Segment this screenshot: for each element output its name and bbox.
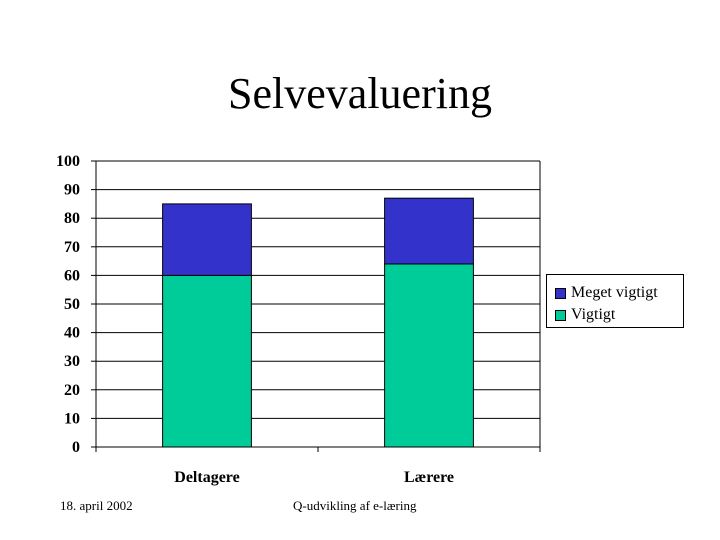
y-tick-label-90: 90 xyxy=(64,182,80,199)
legend-item-meget-vigtigt: Meget vigtigt xyxy=(555,283,658,303)
chart-legend: Meget vigtigt Vigtigt xyxy=(546,274,684,328)
y-tick-label-40: 40 xyxy=(64,325,80,342)
bar-deltagere-vigtigt xyxy=(162,274,252,448)
legend-swatch-vigtigt xyxy=(555,309,566,321)
y-tick-label-20: 20 xyxy=(64,382,80,399)
y-tick-label-0: 0 xyxy=(72,439,80,456)
x-tick-label-1: Lærere xyxy=(404,469,454,486)
y-tick-label-80: 80 xyxy=(64,210,80,227)
footer-title: Q-udvikling af e-læring xyxy=(293,498,417,513)
legend-item-vigtigt: Vigtigt xyxy=(555,305,615,325)
y-tick-label-50: 50 xyxy=(64,296,80,313)
legend-swatch-meget-vigtigt xyxy=(555,287,566,299)
bar-deltagere-meget-vigtigt xyxy=(162,203,252,276)
y-tick-label-60: 60 xyxy=(64,267,80,284)
footer-date: 18. april 2002 xyxy=(60,498,133,513)
legend-label-meget-vigtigt: Meget vigtigt xyxy=(571,284,658,301)
y-tick-label-70: 70 xyxy=(64,239,80,256)
x-tick-label-0: Deltagere xyxy=(174,469,239,486)
y-tick-label-10: 10 xyxy=(64,410,80,427)
y-tick-label-100: 100 xyxy=(56,153,80,170)
chart-title: Selvevaluering xyxy=(228,69,492,118)
bar-lærere-meget-vigtigt xyxy=(384,197,474,265)
bar-lærere-vigtigt xyxy=(384,263,474,448)
legend-label-vigtigt: Vigtigt xyxy=(571,306,616,323)
y-tick-label-30: 30 xyxy=(64,353,80,370)
